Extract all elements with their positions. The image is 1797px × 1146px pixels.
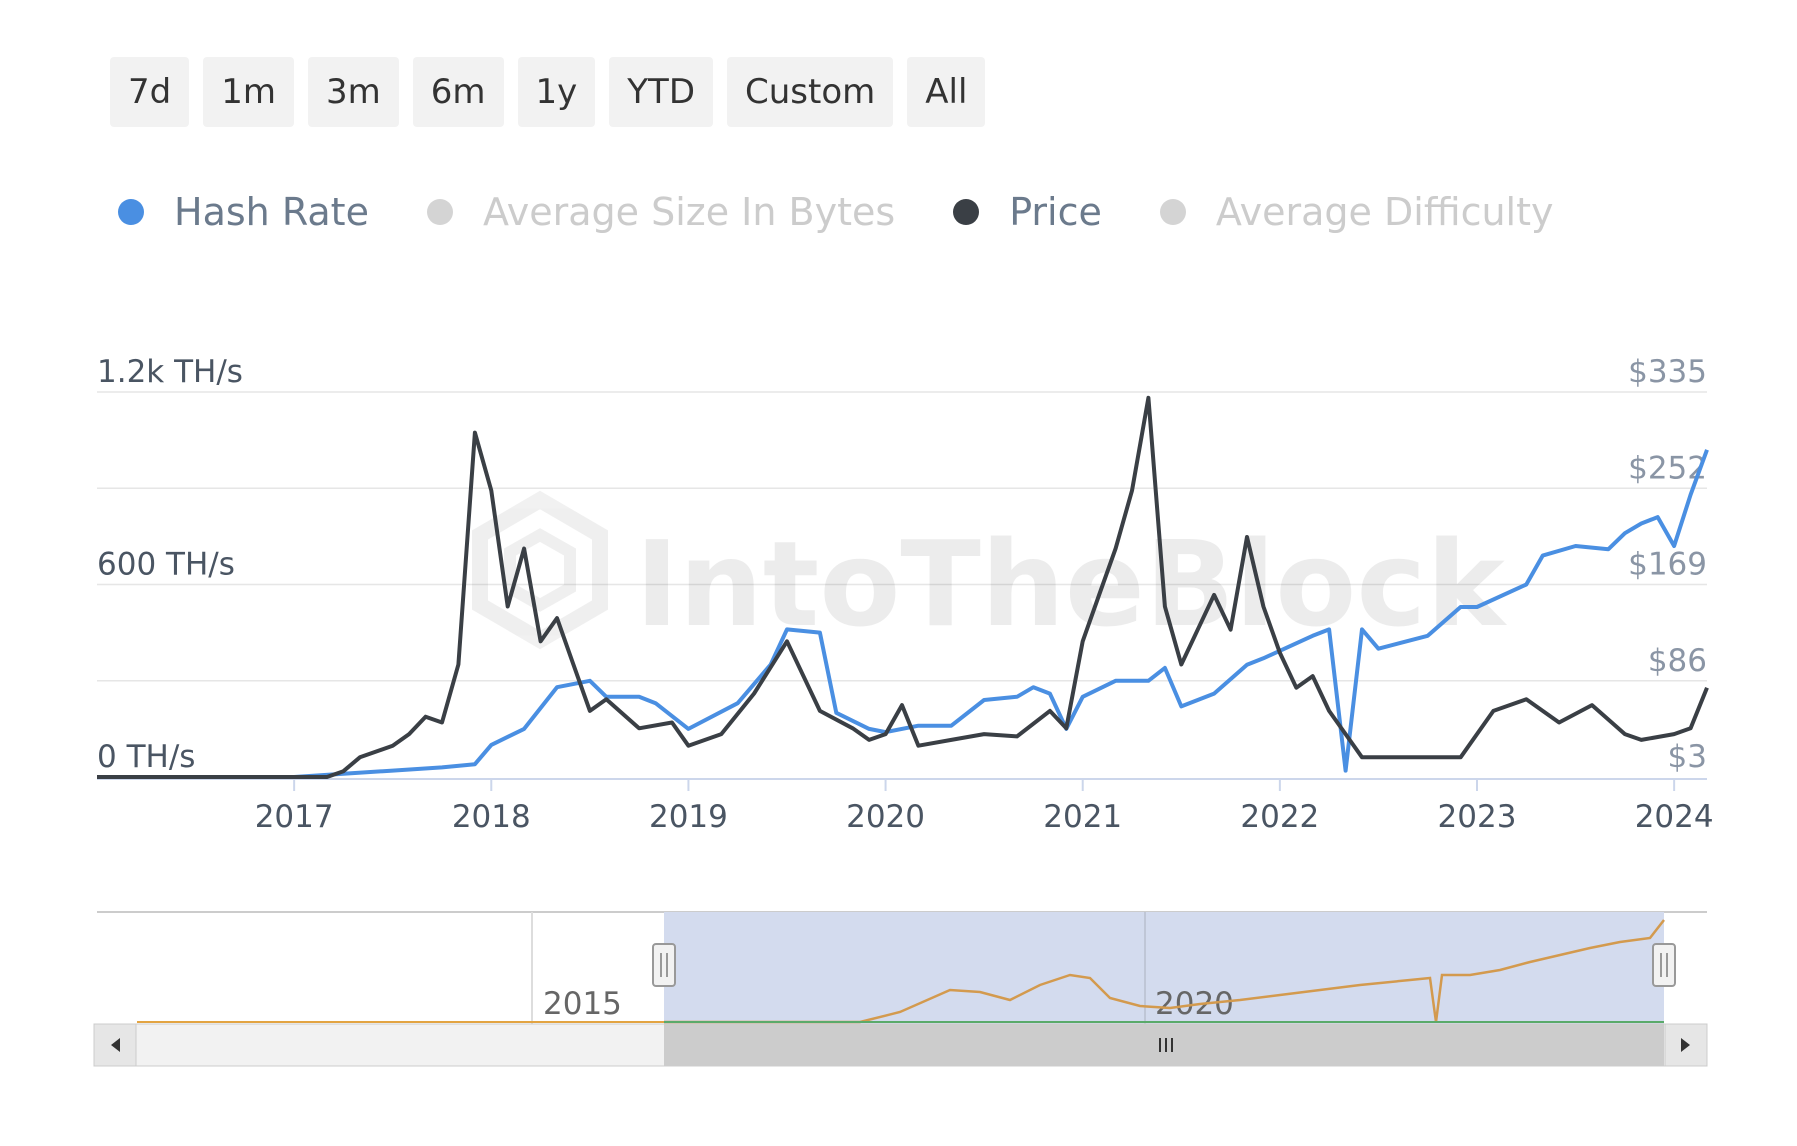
range-button-7d[interactable]: 7d [110,57,190,127]
scrollbar-grip-icon [1159,1038,1173,1052]
legend-dot-icon [1159,199,1186,225]
range-button-ytd[interactable]: YTD [609,57,713,127]
legend-label: Average Difficulty [1215,190,1554,234]
range-button-1y[interactable]: 1y [517,57,596,127]
left-axis-labels: 0 TH/s 600 TH/s 1.2k TH/s [97,354,243,775]
legend-dot-icon [118,199,144,225]
navigator-scrollbar-thumb[interactable] [664,1024,1664,1066]
right-axis-tick-label: $3 [1668,739,1707,775]
navigator-handle-right[interactable] [1652,943,1676,987]
x-axis-tick-label: 2024 [1635,799,1714,835]
range-button-3m[interactable]: 3m [307,57,399,127]
legend-dot-icon [426,199,453,225]
right-axis-tick-label: $86 [1648,643,1707,679]
x-axis-tick-label: 2018 [452,799,531,835]
left-axis-tick-label: 600 TH/s [97,547,235,583]
series-lines [97,395,1709,779]
range-button-1m[interactable]: 1m [203,57,294,127]
range-button-6m[interactable]: 6m [412,57,504,127]
watermark-text: IntoTheBlock [635,515,1507,653]
x-axis-tick-label: 2021 [1043,799,1122,835]
legend-item-average-difficulty[interactable]: Average Difficulty [1159,190,1554,234]
x-axis-tick-label: 2019 [649,799,728,835]
watermark: IntoTheBlock [472,490,1507,653]
x-axis-tick-label: 2017 [255,799,334,835]
arrow-right-icon [1681,1038,1690,1052]
x-axis-tick-label: 2023 [1438,799,1517,835]
series-line-price [97,395,1709,779]
scroll-left-button[interactable] [93,1023,137,1067]
navigator-selected-range[interactable] [664,912,1664,1024]
legend-item-hash-rate[interactable]: Hash Rate [118,190,369,234]
navigator-series-line [664,919,1665,1024]
arrow-left-icon [111,1038,120,1052]
chart-legend: Hash Rate Average Size In Bytes Price Avera… [118,190,1612,234]
legend-item-average-size-in-bytes[interactable]: Average Size In Bytes [426,190,896,234]
legend-label: Price [1009,190,1102,234]
range-button-all[interactable]: All [907,57,986,127]
navigator: 2015 2020 [93,911,1708,1067]
x-axis: 2017 2018 2019 2020 2021 2022 2023 2024 [97,778,1714,835]
right-axis-tick-label: $335 [1628,354,1707,390]
left-axis-tick-label: 0 TH/s [97,739,195,775]
range-button-custom[interactable]: Custom [727,57,894,127]
navigator-tick-label: 2015 [543,986,622,1022]
legend-label: Hash Rate [174,190,369,234]
scroll-right-button[interactable] [1664,1023,1708,1067]
grid-lines [97,391,1707,682]
series-line-hash-rate [97,449,1709,779]
legend-item-price[interactable]: Price [953,190,1102,234]
navigator-handle-left[interactable] [652,943,676,987]
legend-label: Average Size In Bytes [482,190,896,234]
x-axis-tick-label: 2022 [1240,799,1319,835]
legend-dot-icon [953,199,980,225]
x-axis-tick-label: 2020 [846,799,925,835]
right-axis-tick-label: $169 [1628,547,1707,583]
left-axis-tick-label: 1.2k TH/s [97,354,243,390]
range-selector: 7d 1m 3m 6m 1y YTD Custom All [110,57,986,127]
